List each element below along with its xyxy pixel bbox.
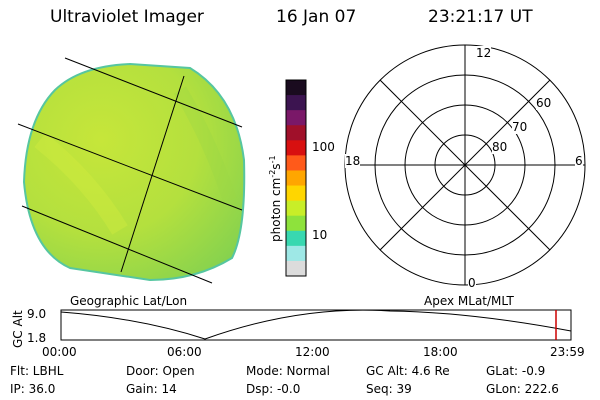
colorbar-swatch <box>286 125 306 141</box>
status-gc-alt: GC Alt: 4.6 Re <box>366 364 450 378</box>
colorbar-swatch <box>286 245 306 262</box>
alt-tick-high: 9.0 <box>27 307 47 321</box>
status-glat: GLat: -0.9 <box>486 364 546 378</box>
altitude-curve <box>60 309 572 340</box>
mlt-label-12: 12 <box>476 46 492 60</box>
colorbar-tick-100: 100 <box>312 140 335 154</box>
status-mode: Mode: Normal <box>246 364 330 378</box>
colorbar-swatch <box>286 155 306 171</box>
colorbar-swatch <box>286 80 306 96</box>
time-tick-1800: 18:00 <box>423 345 458 359</box>
mlt-label-6: 6 <box>575 154 583 168</box>
mlt-label-0: 0 <box>468 276 476 290</box>
lat-label-80: 80 <box>492 140 508 154</box>
header-time: 23:21:17 UT <box>428 7 533 27</box>
colorbar-swatch <box>286 200 306 217</box>
colorbar-swatch <box>286 215 306 232</box>
uv-disk <box>22 62 246 282</box>
apex-label: Apex MLat/MLT <box>424 294 514 308</box>
colorbar-swatch <box>286 170 306 187</box>
alt-tick-low: 1.8 <box>27 331 47 345</box>
colorbar-swatch <box>286 140 306 156</box>
mlt-label-18: 18 <box>345 154 361 168</box>
time-tick-0600: 06:00 <box>167 345 202 359</box>
colorbar-swatch <box>286 230 306 247</box>
geographic-grid-lines <box>17 57 243 284</box>
colorbar-swatch <box>286 185 306 202</box>
time-tick-1200: 12:00 <box>295 345 330 359</box>
time-tick-0000: 00:00 <box>42 345 77 359</box>
instrument-title: Ultraviolet Imager <box>50 7 204 27</box>
lat-label-60: 60 <box>536 96 552 110</box>
colorbar-tick-10: 10 <box>312 228 328 242</box>
colorbar-swatch <box>286 95 306 111</box>
time-tick-2359: 23:59 <box>550 345 585 359</box>
status-dsp: Dsp: -0.0 <box>246 382 301 396</box>
status-seq: Seq: 39 <box>366 382 412 396</box>
colorbar-swatch <box>286 110 306 126</box>
status-ip: IP: 36.0 <box>10 382 56 396</box>
geographic-label: Geographic Lat/Lon <box>70 294 188 308</box>
colorbar <box>285 79 307 277</box>
status-gain: Gain: 14 <box>126 382 177 396</box>
colorbar-swatch <box>286 260 306 277</box>
header-date: 16 Jan 07 <box>276 7 357 27</box>
status-filter: Flt: LBHL <box>10 364 64 378</box>
status-door: Door: Open <box>126 364 195 378</box>
status-glon: GLon: 222.6 <box>486 382 559 396</box>
altitude-axis-label: GC Alt <box>11 310 25 348</box>
colorbar-frame <box>285 79 307 277</box>
lat-label-70: 70 <box>512 120 528 134</box>
